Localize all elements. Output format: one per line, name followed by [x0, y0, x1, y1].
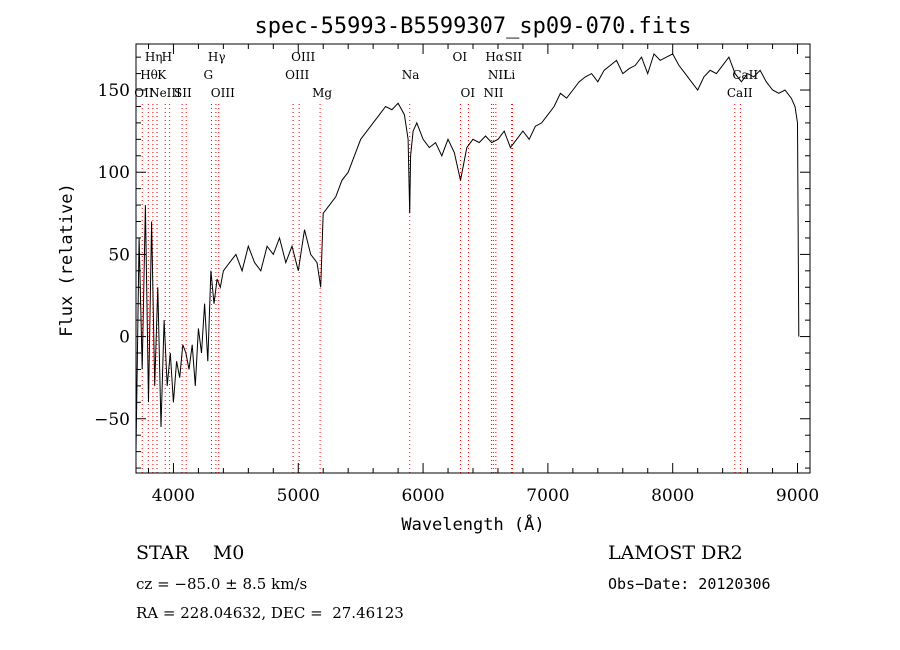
line-marker-label: Li	[503, 68, 515, 82]
line-marker-label: G	[204, 68, 214, 82]
star-class: STAR M0	[136, 542, 245, 564]
line-marker-label: SII	[174, 86, 192, 100]
line-marker-label: NeIII	[149, 86, 181, 100]
y-axis-ticks: −50 0 50 100 150	[94, 56, 810, 469]
x-tick-label: 4000	[152, 486, 195, 506]
line-marker-label: OII	[134, 86, 154, 100]
line-marker-label: OI	[453, 50, 468, 64]
x-tick-label: 8000	[651, 486, 694, 506]
x-tick-label: 5000	[277, 486, 320, 506]
line-marker-label: H	[162, 50, 172, 64]
line-marker-label: NII	[488, 68, 508, 82]
line-marker-label: Hα	[485, 50, 504, 64]
chart-title: spec-55993-B5599307_sp09-070.fits	[254, 14, 691, 39]
line-marker-label: OIII	[291, 50, 315, 64]
redshift-text: cz = −85.0 ± 8.5 km/s	[136, 575, 308, 593]
line-marker-label: K	[157, 68, 167, 82]
y-axis-label: Flux (relative)	[57, 183, 77, 337]
y-tick-label: −50	[94, 410, 130, 430]
spectrum-line	[135, 52, 800, 452]
line-marker-label: OI	[461, 86, 476, 100]
line-marker-label: SII	[504, 50, 522, 64]
survey-name: LAMOST DR2	[608, 542, 743, 564]
y-tick-label: 50	[108, 245, 130, 265]
line-marker-label: OIII	[211, 86, 235, 100]
x-tick-label: 6000	[401, 486, 444, 506]
line-marker-label: Mg	[312, 86, 332, 100]
line-marker-label: Na	[402, 68, 420, 82]
x-axis-label: Wavelength (Å)	[401, 513, 544, 535]
emission-line-markers	[141, 104, 741, 473]
y-tick-label: 100	[98, 163, 130, 183]
y-tick-label: 150	[98, 81, 130, 101]
line-marker-label: OIII	[285, 68, 309, 82]
line-marker-label: Hγ	[208, 50, 226, 64]
line-marker-label: NII	[483, 86, 503, 100]
line-marker-labels: OIIHθHηNeIIIKHSIIGHγOIIIOIIIOIIIMgNaOIOI…	[134, 50, 758, 100]
line-marker-label: Hη	[145, 50, 163, 64]
y-tick-label: 0	[119, 328, 130, 348]
x-axis-ticks: 4000 5000 6000 7000 8000 9000	[147, 44, 819, 506]
x-tick-label: 9000	[776, 486, 819, 506]
line-marker-label: Hθ	[140, 68, 158, 82]
coordinates-text: RA = 228.04632, DEC = 27.46123	[136, 604, 404, 622]
observation-date: Obs−Date: 20120306	[608, 575, 771, 593]
x-tick-label: 7000	[526, 486, 569, 506]
line-marker-label: CaII	[727, 86, 753, 100]
